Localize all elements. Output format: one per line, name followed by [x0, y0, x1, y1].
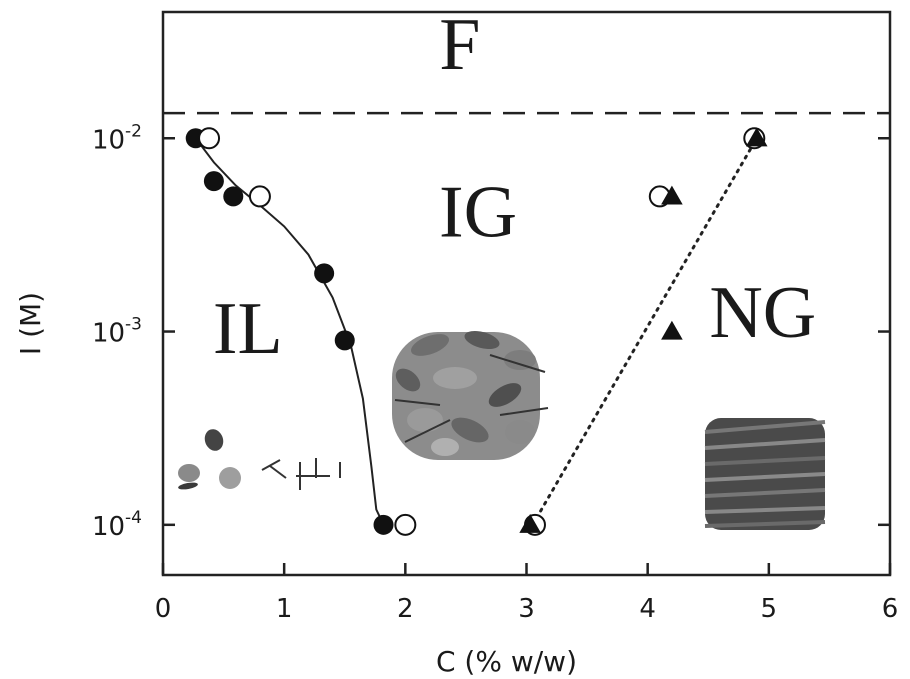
y-axis-title: I (M): [14, 292, 47, 355]
x-tick-label: 4: [639, 594, 656, 624]
y-tick-label: 10-2: [92, 121, 142, 155]
isotropic-liquid-illustration: [178, 429, 341, 490]
x-tick-label: 6: [882, 594, 899, 624]
data-markers: [185, 127, 768, 536]
nematic-boundary-dotted-line: [531, 136, 759, 527]
data-point-filled-circle: [203, 171, 224, 192]
isotropic-gel-illustration: [392, 330, 549, 460]
data-point-filled-triangle: [745, 127, 768, 147]
region-label-ng: NG: [709, 272, 816, 354]
x-tick-label: 0: [155, 594, 172, 624]
data-point-filled-triangle: [661, 185, 683, 205]
data-point-open-circle: [198, 127, 221, 150]
data-point-filled-circle: [223, 186, 244, 207]
x-axis-title: C (% w/w): [436, 645, 577, 678]
y-tick-base: 10: [92, 512, 125, 542]
region-labels: F IG IL NG: [213, 4, 816, 370]
x-tick-label: 3: [518, 594, 535, 624]
y-tick-exponent: -2: [125, 121, 142, 141]
data-point-filled-triangle: [661, 320, 683, 340]
y-tick-base: 10: [92, 319, 125, 349]
data-point-open-circle: [248, 185, 271, 208]
data-point-filled-triangle: [519, 514, 541, 533]
region-label-ig: IG: [439, 171, 517, 253]
data-point-filled-circle: [373, 514, 394, 535]
x-tick-label: 5: [761, 594, 778, 624]
y-tick-label: 10-4: [92, 508, 142, 542]
axis-titles: C (% w/w) I (M): [14, 292, 577, 678]
x-tick-label: 2: [397, 594, 414, 624]
x-tick-label: 1: [276, 594, 293, 624]
y-tick-exponent: -3: [125, 315, 142, 335]
y-tick-exponent: -4: [125, 508, 142, 528]
region-label-il: IL: [213, 288, 283, 370]
y-tick-label: 10-3: [92, 315, 142, 349]
nematic-gel-illustration: [704, 418, 826, 530]
data-point-filled-circle: [334, 330, 355, 351]
y-tick-base: 10: [92, 125, 125, 155]
axis-ticks: 0 1 2 3 4 5 610-410-310-2: [92, 121, 898, 624]
data-point-open-circle: [394, 513, 417, 536]
region-label-f: F: [439, 4, 480, 86]
data-point-filled-circle: [314, 263, 335, 284]
